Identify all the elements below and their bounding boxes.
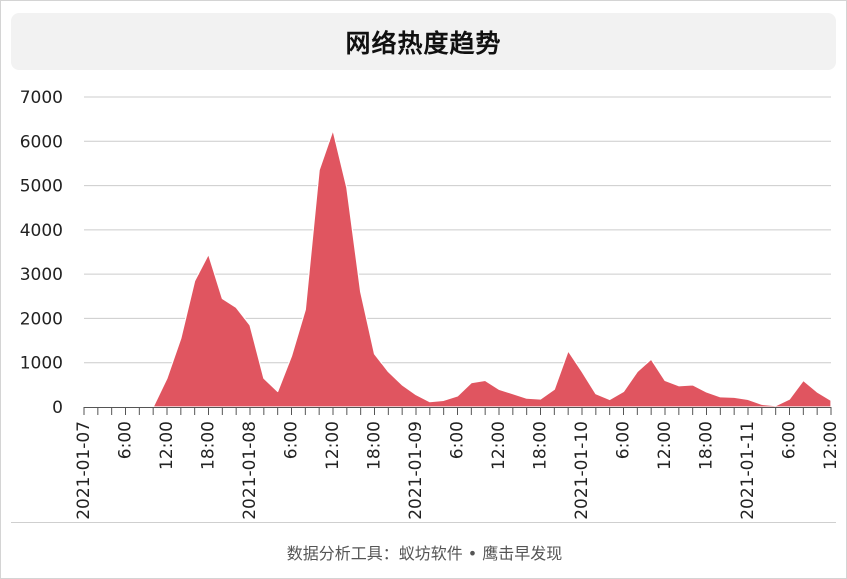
x-tick-label: 12:00 [489, 421, 509, 470]
y-tick-label: 4000 [20, 221, 63, 241]
footer-divider [11, 522, 836, 523]
y-axis-labels: 0 1000 2000 3000 4000 5000 6000 7000 [20, 88, 63, 418]
y-tick-label: 1000 [20, 354, 63, 374]
x-tick-label: 6:00 [282, 421, 302, 459]
x-tick-label: 18:00 [531, 421, 551, 470]
x-tick-label: 12:00 [157, 421, 177, 470]
x-tick-label: 12:00 [821, 421, 841, 470]
x-tick-label: 6:00 [116, 421, 136, 459]
x-tick-label: 12:00 [323, 421, 343, 470]
x-tick-label: 12:00 [655, 421, 675, 470]
y-tick-label: 2000 [20, 309, 63, 329]
y-tick-label: 0 [52, 398, 63, 418]
x-tick-label: 2021-01-11 [738, 421, 758, 520]
y-tick-label: 7000 [20, 88, 63, 108]
footer-credit: 数据分析工具：蚁坊软件 • 鹰击早发现 [286, 544, 563, 563]
x-axis-labels: 2021-01-07 6:00 12:00 18:00 2021-01-08 6:00 12… [74, 421, 841, 520]
y-tick-label: 6000 [20, 132, 63, 152]
y-tick-label: 5000 [20, 177, 63, 197]
series-area-group [83, 129, 832, 408]
x-tick-label: 18:00 [697, 421, 717, 470]
x-tick-label: 18:00 [365, 421, 385, 470]
x-tick-label: 2021-01-07 [74, 421, 94, 520]
x-tick-label: 6:00 [448, 421, 468, 459]
series-area [83, 129, 832, 408]
x-tick-label: 2021-01-10 [572, 421, 592, 520]
x-tick-label: 2021-01-09 [406, 421, 426, 520]
x-axis-ticks [83, 407, 832, 415]
x-tick-label: 2021-01-08 [240, 421, 260, 520]
x-tick-label: 6:00 [614, 421, 634, 459]
y-tick-label: 3000 [20, 265, 63, 285]
title-bar: 网络热度趋势 [11, 13, 836, 70]
chart-title: 网络热度趋势 [345, 28, 502, 58]
x-tick-label: 18:00 [199, 421, 219, 470]
x-tick-label: 6:00 [780, 421, 800, 459]
area-chart: 0 1000 2000 3000 4000 5000 6000 7000 2021-01-07… [20, 88, 841, 520]
